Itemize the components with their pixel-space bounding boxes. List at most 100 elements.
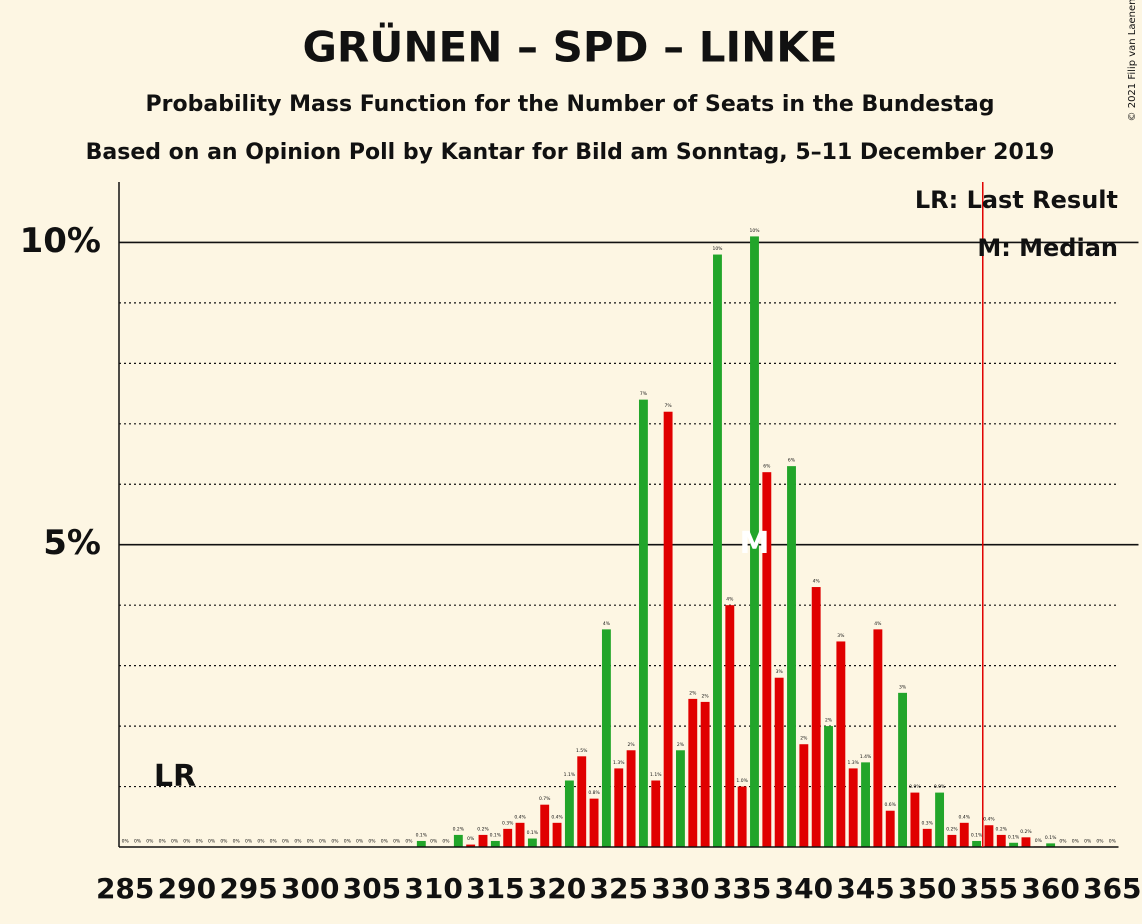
value-label: 0.1% (490, 832, 502, 838)
value-label: 2% (628, 742, 636, 748)
value-label: 0.8% (588, 790, 600, 796)
bar (898, 692, 908, 847)
value-label: 0% (146, 839, 154, 845)
bar (1021, 837, 1031, 847)
bar (601, 629, 611, 847)
value-label: 0% (319, 839, 327, 845)
x-tick-label: 350 (898, 872, 956, 905)
value-label: 0.4% (983, 817, 995, 823)
value-label: 0.1% (1045, 835, 1057, 841)
value-label: 0.1% (527, 830, 539, 836)
value-label: 0.1% (971, 832, 983, 838)
x-tick-label: 325 (590, 872, 648, 905)
value-label: 0.9% (909, 784, 921, 790)
bar (626, 750, 636, 847)
value-label: 0% (208, 839, 216, 845)
chart-subtitle: Probability Mass Function for the Number… (146, 92, 995, 117)
value-label: 0% (368, 839, 376, 845)
value-label: 0.4% (551, 814, 563, 820)
bar (824, 726, 833, 847)
value-label: 0.3% (922, 820, 934, 826)
y-tick-label: 10% (20, 221, 101, 261)
value-label: 1.3% (847, 760, 859, 766)
value-label: 0% (171, 839, 179, 845)
bar (478, 834, 488, 847)
value-label: 4% (603, 621, 611, 627)
value-label: 10% (749, 228, 760, 234)
x-tick-label: 320 (528, 872, 586, 905)
bar (972, 840, 982, 847)
bar (848, 768, 858, 847)
bar (466, 844, 476, 847)
value-label: 0% (430, 839, 438, 845)
bar (996, 834, 1006, 847)
value-label: 0% (159, 839, 167, 845)
bar (515, 822, 525, 847)
value-label: 0% (331, 839, 339, 845)
value-label: 0.2% (996, 826, 1008, 832)
value-label: 7% (640, 391, 648, 397)
x-tick-label: 285 (96, 872, 154, 905)
bar (416, 840, 426, 847)
x-tick-label: 305 (343, 872, 401, 905)
bar (663, 411, 673, 847)
value-label: 0% (270, 839, 278, 845)
value-label: 2% (702, 693, 710, 699)
x-tick-label: 355 (960, 872, 1018, 905)
value-label: 3% (776, 669, 784, 675)
value-label: 0% (183, 839, 191, 845)
bar (651, 780, 661, 847)
bar (564, 780, 574, 847)
x-tick-label: 360 (1021, 872, 1079, 905)
value-label: 0% (1084, 839, 1092, 845)
value-label: 0% (245, 839, 253, 845)
value-label: 0% (442, 839, 450, 845)
value-label: 0% (1109, 839, 1117, 845)
value-label: 1.5% (576, 748, 588, 754)
chart-source: Based on an Opinion Poll by Kantar for B… (86, 140, 1055, 165)
bar (700, 701, 710, 847)
value-label: 0% (294, 839, 302, 845)
value-label: 0.2% (1020, 829, 1032, 835)
bar (947, 834, 957, 847)
value-label: 7% (665, 403, 673, 409)
value-label: 1.4% (860, 754, 872, 760)
lr-marker: LR (154, 759, 196, 794)
bar (638, 399, 648, 847)
bar (836, 641, 846, 847)
bar (750, 236, 759, 848)
bar (910, 792, 920, 847)
value-label: 0% (356, 839, 364, 845)
x-tick-label: 300 (281, 872, 339, 905)
value-label: 0% (220, 839, 228, 845)
value-label: 2% (677, 742, 685, 748)
value-label: 0% (196, 839, 204, 845)
bar (959, 822, 969, 847)
value-label: 1.0% (736, 778, 748, 784)
bar (589, 798, 599, 847)
bar (762, 472, 772, 847)
y-tick-label: 5% (43, 523, 101, 563)
bar (935, 792, 945, 847)
median-marker: M (740, 526, 770, 561)
value-label: 0.2% (477, 826, 489, 832)
value-label: 0% (1096, 839, 1104, 845)
bar (713, 254, 722, 847)
legend-lr: LR: Last Result (915, 186, 1118, 214)
value-label: 6% (788, 458, 796, 464)
bar (1046, 843, 1056, 847)
value-label: 0% (467, 836, 475, 842)
value-label: 0% (257, 839, 265, 845)
bar (527, 838, 537, 847)
copyright: © 2021 Filip van Laenen (1127, 0, 1138, 121)
value-label: 0.2% (946, 826, 958, 832)
value-label: 4% (726, 597, 734, 603)
bar (540, 804, 550, 847)
bar (873, 629, 883, 847)
value-label: 2% (825, 718, 833, 724)
value-label: 2% (689, 690, 697, 696)
value-label: 3% (899, 684, 907, 690)
x-tick-label: 290 (158, 872, 216, 905)
value-label: 0% (1072, 839, 1080, 845)
